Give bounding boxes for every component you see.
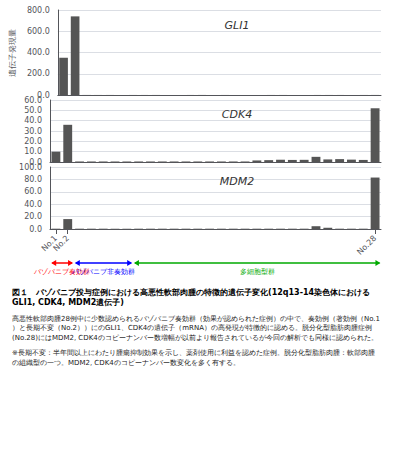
svg-text:60.0: 60.0 <box>24 187 42 196</box>
svg-text:600.0: 600.0 <box>27 27 50 36</box>
svg-text:※長期不変：半年間以上にわたり腫瘍抑制効果を示し、薬剤使用に: ※長期不変：半年間以上にわたり腫瘍抑制効果を示し、薬剤使用に利益を認めた症例。脱… <box>12 349 375 357</box>
svg-text:80.0: 80.0 <box>24 175 42 184</box>
svg-text:MDM2: MDM2 <box>220 175 254 188</box>
svg-text:40.0: 40.0 <box>24 200 42 209</box>
svg-text:40.0: 40.0 <box>24 116 42 125</box>
svg-text:図１ パゾパニブ投与症例における高悪性軟部肉腫の特徴的遺伝子: 図１ パゾパニブ投与症例における高悪性軟部肉腫の特徴的遺伝子変化(12q13-1… <box>12 287 370 297</box>
svg-text:多細胞型群: 多細胞型群 <box>240 268 275 276</box>
svg-text:0.0: 0.0 <box>29 225 42 234</box>
svg-text:200.0: 200.0 <box>27 69 50 78</box>
svg-text:No.1: No.1 <box>39 233 60 254</box>
svg-text:No.2: No.2 <box>52 234 71 253</box>
svg-text:(No.28)にはMDM2, CDK4のコピーナンバー数増幅: (No.28)にはMDM2, CDK4のコピーナンバー数増幅が以前より報告されて… <box>12 333 378 342</box>
svg-text:800.0: 800.0 <box>27 6 50 15</box>
svg-text:遺伝子発現量: 遺伝子発現量 <box>8 29 17 77</box>
svg-text:No.28: No.28 <box>355 234 378 257</box>
svg-text:100.0: 100.0 <box>19 163 42 172</box>
svg-text:0.0: 0.0 <box>37 90 50 100</box>
svg-text:GLI1, CDK4, MDM2遺伝子): GLI1, CDK4, MDM2遺伝子) <box>12 298 124 307</box>
svg-text:400.0: 400.0 <box>27 48 50 57</box>
svg-text:パゾパニブ奏効群: パゾパニブ奏効群 <box>34 267 91 276</box>
svg-text:20.0: 20.0 <box>24 137 42 146</box>
svg-text:20.0: 20.0 <box>24 212 42 221</box>
svg-text:）と長期不変（No.2））にのGLI1、CDK4の遺伝子（m: ）と長期不変（No.2））にのGLI1、CDK4の遺伝子（mRNA）の高発現が特… <box>12 324 372 332</box>
svg-text:パゾパニブ非奏効群: パゾパニブ非奏効群 <box>71 268 135 276</box>
svg-text:GLI1: GLI1 <box>225 19 250 32</box>
svg-text:CDK4: CDK4 <box>222 108 252 121</box>
svg-text:50.0: 50.0 <box>24 106 42 115</box>
svg-text:10.0: 10.0 <box>24 147 42 156</box>
svg-text:60.0: 60.0 <box>24 96 42 105</box>
svg-text:高悪性軟部肉腫28例中に少数認められるパゾパニブ奏効群（効果: 高悪性軟部肉腫28例中に少数認められるパゾパニブ奏効群（効果が認められた症例）の… <box>12 315 380 323</box>
svg-text:の組織型の一つ。MDM2, CDK4のコピーナンバー数変化を: の組織型の一つ。MDM2, CDK4のコピーナンバー数変化を多く有する。 <box>12 359 240 367</box>
svg-text:30.0: 30.0 <box>24 127 42 136</box>
